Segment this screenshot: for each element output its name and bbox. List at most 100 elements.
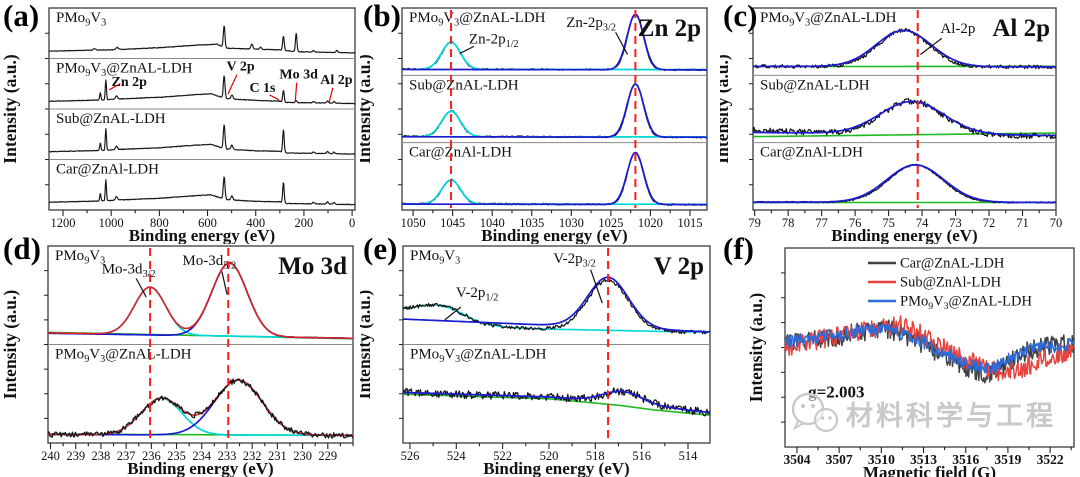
row-label-1: PMo9V3@ZnAL-LDH [55, 347, 192, 366]
x-tick-label: 73 [949, 216, 962, 230]
x-axis-title: Binding energy (eV) [483, 459, 629, 477]
row-label-0: PMo9V3@ZnAL-LDH [760, 10, 897, 29]
row-label-0: PMo9V3 [56, 10, 106, 29]
y-axis-title: Intensity (a.u.) [0, 290, 20, 400]
annotation-pointer [328, 87, 334, 103]
row-label-2: Car@ZnAl-LDH [760, 145, 863, 161]
x-tick-label: 3516 [952, 452, 979, 467]
x-tick-label: 800 [150, 216, 169, 230]
x-tick-label: 516 [632, 449, 651, 463]
panel-tag-c: (c) [723, 0, 758, 33]
row-label-0: PMo9V3 [410, 248, 460, 267]
panel-tag-b: (b) [363, 0, 401, 33]
x-tick-label: 3522 [1037, 452, 1064, 467]
annotation: Zn-2p3/2 [566, 15, 616, 33]
panel-d: (d) 240 239 238 237 236 235 234 233 232 231 230 229… [0, 230, 360, 477]
x-tick-label: 3513 [910, 452, 937, 467]
annotation-pointer [269, 94, 280, 101]
curve-survey [48, 176, 356, 206]
x-tick-label: 240 [41, 449, 60, 463]
x-tick-label: 0 [349, 216, 355, 230]
annotation: V 2p [226, 60, 254, 75]
x-tick-label: 1200 [50, 216, 75, 230]
annotation-pointer [920, 37, 943, 55]
panel-title: Zn 2p [638, 15, 701, 42]
x-tick-label: 230 [293, 449, 312, 463]
annotation: Mo-3d3/2 [102, 262, 156, 281]
x-tick-label: 3504 [783, 452, 810, 467]
annotation: Al-2p [940, 21, 975, 37]
curve-epr-sub [784, 315, 1075, 382]
panel-tag-d: (d) [3, 231, 41, 266]
annotation: Zn 2p [112, 75, 148, 90]
annotation: g=2.003 [808, 382, 864, 401]
x-tick-label: 237 [117, 449, 136, 463]
x-tick-label: 1025 [598, 216, 623, 230]
panel-tag-a: (a) [3, 0, 40, 33]
curve-survey [48, 124, 356, 155]
x-tick-label: 239 [66, 449, 85, 463]
x-tick-label: 526 [401, 449, 420, 463]
row-label-1: PMo9V3@ZnAL-LDH [56, 61, 193, 80]
curve-data [47, 378, 354, 439]
annotation: Al 2p [320, 73, 353, 88]
curve-fit-zn2p32 [402, 151, 707, 206]
x-tick-label: 229 [318, 449, 337, 463]
x-tick-label: 235 [167, 449, 186, 463]
curve-envelope [48, 379, 353, 437]
curve-data [402, 277, 711, 335]
row-label-1: Sub@ZnAL-LDH [760, 77, 870, 93]
x-tick-label: 71 [1016, 216, 1028, 230]
legend-label-2: PMo9V3@ZnAL-LDH [900, 294, 1032, 313]
x-tick-label: 3519 [994, 452, 1021, 467]
x-tick-label: 1045 [440, 216, 465, 230]
y-axis-title: Intensity (a.u.) [360, 54, 374, 164]
annotation: Mo 3d [279, 68, 318, 83]
panel-b-plot: 1050 1045 1040 1035 1030 1025 1020 1015 Binding … [360, 7, 708, 244]
panel-f: (f) 3504 3507 3510 3513 3516 3519 3522 Magnetic… [720, 230, 1080, 477]
row-label-2: Car@ZnAl-LDH [409, 145, 512, 161]
curve-survey [48, 25, 356, 54]
x-tick-label: 1035 [519, 216, 544, 230]
annotation-pointer [459, 45, 475, 54]
panel-tag-f: (f) [723, 231, 754, 266]
x-tick-label: 1030 [559, 216, 584, 230]
x-tick-label: 518 [586, 449, 605, 463]
y-axis-title: Intensity (a.u.) [720, 54, 732, 164]
x-tick-label: 1020 [638, 216, 663, 230]
panel-c-plot: 79 78 77 76 75 74 73 72 71 70 Binding energy (eV) I… [720, 7, 1063, 244]
x-axis-title: Binding energy (eV) [831, 226, 977, 244]
x-axis-title: Magnetic field (G) [863, 463, 996, 477]
x-tick-label: 522 [493, 449, 512, 463]
panel-e-plot: 526 524 522 520 518 516 514 Binding energy (eV)… [360, 245, 711, 477]
annotation: V-2p3/2 [553, 251, 595, 270]
curve-fit-v2p12 [402, 304, 710, 334]
x-tick-label: 236 [142, 449, 161, 463]
panel-f-plot: 3504 3507 3510 3513 3516 3519 3522 Magnetic fie… [746, 247, 1075, 477]
panel-d-plot: 240 239 238 237 236 235 234 233 232 231 230 229 Bind… [0, 245, 354, 477]
x-tick-label: 200 [295, 216, 314, 230]
x-tick-label: 70 [1050, 216, 1063, 230]
curve-fit-zn2p32 [402, 83, 707, 139]
curve-fit-mo3d32 [48, 286, 353, 340]
curve-fit [753, 164, 1056, 204]
legend-label-0: Car@ZnAL-LDH [900, 256, 1005, 272]
curve-fit [753, 29, 1056, 68]
curve-survey [48, 75, 356, 105]
curve-baseline [753, 132, 1056, 138]
annotation: V-2p1/2 [456, 285, 498, 304]
x-axis-title: Binding energy (eV) [127, 459, 273, 477]
x-tick-label: 78 [782, 216, 795, 230]
x-tick-label: 1000 [99, 216, 124, 230]
curve-fit-v2p32 [403, 276, 711, 333]
annotation-pointer [615, 31, 629, 55]
annotation: C 1s [249, 81, 276, 96]
x-tick-label: 524 [447, 449, 467, 463]
annotation-pointer [221, 271, 228, 295]
annotation-pointer [294, 82, 298, 102]
curve-fit-mo3d32 [48, 397, 353, 437]
x-tick-label: 1040 [480, 216, 505, 230]
y-axis-title: Intensity (a.u.) [0, 54, 20, 164]
x-tick-label: 232 [243, 449, 262, 463]
